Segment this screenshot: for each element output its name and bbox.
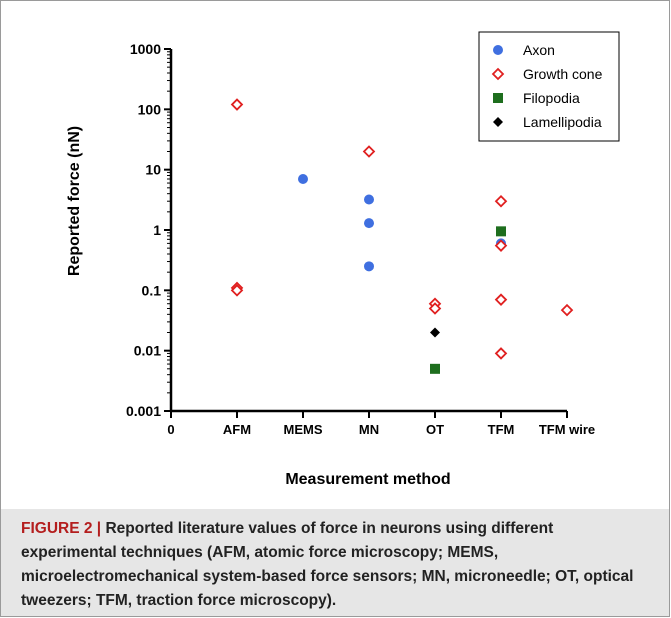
- growth-cone-point: [494, 347, 508, 360]
- legend-label-axon: Axon: [523, 42, 555, 58]
- x-tick-label: MEMS: [284, 422, 323, 437]
- growth-cone-point: [494, 194, 508, 208]
- legend-marker-filopodia: [493, 93, 503, 103]
- y-tick-label: 100: [138, 101, 162, 117]
- y-tick-label: 0.01: [134, 343, 161, 359]
- lamellipodia-point: [430, 327, 440, 338]
- y-tick-label: 10: [145, 162, 161, 178]
- axon-point: [298, 174, 308, 185]
- chart-marks: [230, 98, 574, 374]
- legend-marker-growth-cone: [491, 67, 505, 81]
- chart-axes: 0.001 0.01 0.1 1 10 100 1000 0 AFM MEMS MN OT TFM TFM…: [126, 41, 595, 437]
- x-tick-label: MN: [359, 422, 379, 437]
- legend-label-growth-cone: Growth cone: [523, 66, 603, 82]
- axon-point: [364, 218, 374, 229]
- x-axis-title: Measurement method: [285, 471, 450, 488]
- y-tick-label: 0.001: [126, 403, 161, 419]
- growth-cone-point: [362, 145, 376, 158]
- caption-text: Reported literature values of force in n…: [21, 520, 634, 609]
- filopodia-point: [496, 226, 506, 237]
- legend-marker-lamellipodia: [493, 117, 503, 127]
- y-tick-label: 0.1: [142, 282, 162, 298]
- axon-point: [364, 194, 374, 205]
- x-tick-label: OT: [426, 422, 444, 437]
- figure-caption: FIGURE 2 | Reported literature values of…: [1, 509, 669, 616]
- growth-cone-point: [230, 284, 244, 297]
- legend-marker-axon: [493, 45, 503, 55]
- x-tick-label: TFM wire: [539, 422, 595, 437]
- growth-cone-point: [428, 302, 442, 315]
- filopodia-point: [430, 363, 440, 374]
- y-tick-label: 1: [153, 222, 161, 238]
- growth-cone-point: [494, 239, 508, 252]
- growth-cone-point: [560, 303, 574, 317]
- x-tick-label: TFM: [488, 422, 515, 437]
- x-tick-label: AFM: [223, 422, 251, 437]
- x-tick-label: 0: [167, 422, 174, 437]
- y-tick-label: 1000: [130, 41, 161, 57]
- caption-label: FIGURE 2 |: [21, 520, 106, 537]
- scatter-chart: 0.001 0.01 0.1 1 10 100 1000 0 AFM MEMS MN OT TFM TFM…: [66, 31, 620, 488]
- legend-label-filopodia: Filopodia: [523, 90, 580, 106]
- legend-label-lamellipodia: Lamellipodia: [523, 114, 602, 130]
- y-axis-title: Reported force (nN): [66, 126, 83, 276]
- chart-legend: Axon Growth cone Filopodia Lamellipodia: [478, 31, 620, 142]
- axon-point: [364, 261, 374, 272]
- growth-cone-point: [494, 293, 508, 306]
- growth-cone-point: [230, 98, 244, 111]
